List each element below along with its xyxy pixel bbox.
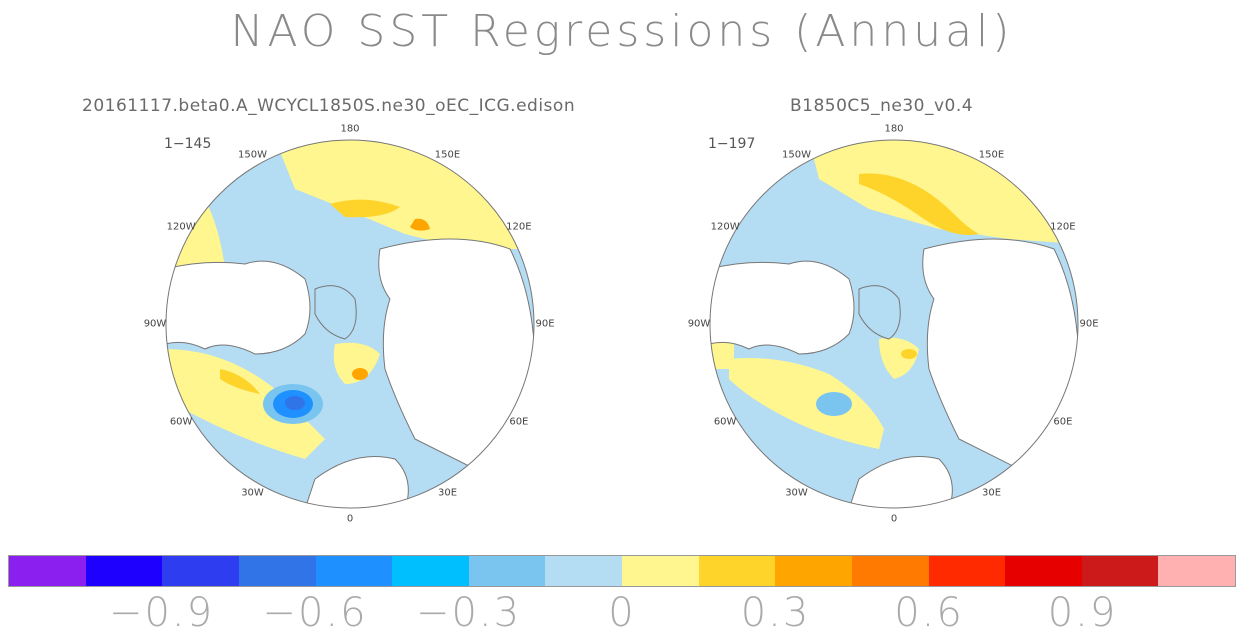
longitude-label: 0 (346, 513, 354, 525)
longitude-label: 60E (509, 416, 529, 427)
colorbar-tick-label: −0.3 (415, 590, 522, 636)
pacific-warm-core (330, 199, 400, 218)
panel-right-years: 1−197 (708, 136, 756, 152)
colorbar-tick-label: 0.3 (740, 590, 811, 636)
colorbar-tick-label: 0.9 (1047, 590, 1118, 636)
longitude-label: 30W (241, 487, 264, 499)
colorbar-tick-label: 0.6 (894, 590, 964, 636)
atlantic-cold-core (285, 396, 305, 410)
longitude-label: 30E (437, 487, 458, 499)
pacific-orange (410, 218, 430, 231)
longitude-label: 90E (1079, 318, 1099, 330)
longitude-label: 120W (166, 221, 196, 232)
land-greenland (858, 285, 901, 340)
colorbar-swatch (545, 556, 622, 586)
panel-right-title: B1850C5_ne30_v0.4 (790, 96, 974, 116)
europe-orange (352, 368, 368, 380)
colorbar-swatch (9, 556, 86, 586)
land-north-america (166, 260, 311, 355)
colorbar-swatch (162, 556, 239, 586)
figure-title: NAO SST Regressions (Annual) (230, 6, 1014, 57)
longitude-label: 150W (238, 149, 267, 161)
longitude-label: 120E (506, 221, 532, 232)
colorbar-swatch (851, 556, 929, 586)
colorbar-tick-label: −0.6 (262, 590, 368, 636)
colorbar-tick-label: −0.9 (108, 590, 215, 636)
colorbar-swatch (315, 556, 393, 586)
colorbar-swatch (392, 556, 469, 586)
atlantic-warm (166, 349, 325, 459)
map-right (709, 139, 1079, 509)
longitude-label: 180 (884, 123, 904, 135)
longitude-label: 90W (143, 318, 167, 330)
europe-orange (901, 349, 917, 359)
colorbar-swatch (928, 556, 1006, 586)
longitude-label: 120W (710, 221, 740, 232)
panel-left-title: 20161117.beta0.A_WCYCL1850S.ne30_oEC_ICG… (82, 96, 576, 116)
atlantic-cold-outer (816, 392, 852, 416)
colorbar-swatch (1081, 556, 1159, 586)
map-left (165, 139, 535, 509)
colorbar-swatch (698, 556, 776, 586)
longitude-label: 60E (1053, 416, 1073, 427)
colorbar-swatch (85, 556, 163, 586)
longitude-label: 90W (687, 318, 711, 330)
atlantic-warm-core (220, 369, 260, 394)
colorbar (8, 555, 1236, 587)
longitude-label: 150E (978, 149, 1005, 161)
panel-left-years: 1−145 (164, 136, 212, 152)
colorbar-swatch (622, 556, 699, 586)
longitude-label: 60W (169, 416, 193, 427)
colorbar-swatch (468, 556, 546, 586)
longitude-label: 120E (1050, 221, 1076, 232)
longitude-label: 150E (434, 149, 461, 161)
atlantic-warm (729, 358, 884, 449)
colorbar-swatch (238, 556, 316, 586)
colorbar-tick-label: 0 (608, 590, 636, 636)
longitude-label: 30W (785, 487, 808, 499)
europe-warm (333, 342, 380, 384)
longitude-label: 90E (535, 318, 555, 330)
colorbar-swatch (1158, 556, 1235, 586)
land-greenland (314, 285, 357, 340)
land-north-america (710, 260, 855, 355)
longitude-label: 60W (713, 416, 737, 427)
longitude-label: 0 (890, 513, 898, 525)
colorbar-swatch (1005, 556, 1082, 586)
longitude-label: 180 (340, 123, 360, 135)
colorbar-swatch (775, 556, 852, 586)
pacific-warm-core (859, 173, 979, 235)
europe-warm (879, 337, 919, 379)
longitude-label: 150W (782, 149, 811, 161)
longitude-label: 30E (981, 487, 1002, 499)
